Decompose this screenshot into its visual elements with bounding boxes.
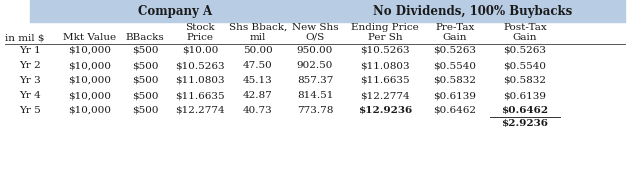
Text: $0.5540: $0.5540: [504, 61, 547, 70]
Text: $500: $500: [132, 106, 158, 115]
Text: $0.5263: $0.5263: [504, 46, 547, 55]
Text: 857.37: 857.37: [297, 76, 333, 85]
Text: Gain: Gain: [443, 33, 467, 42]
Text: Per Sh: Per Sh: [368, 33, 403, 42]
Text: O/S: O/S: [305, 33, 324, 42]
Text: mil: mil: [250, 33, 266, 42]
Text: Pre-Tax: Pre-Tax: [435, 23, 475, 32]
Text: BBacks: BBacks: [125, 33, 164, 42]
Text: Yr 3: Yr 3: [19, 76, 41, 85]
Text: $0.5540: $0.5540: [433, 61, 477, 70]
Text: $0.6462: $0.6462: [501, 106, 548, 115]
Text: $12.9236: $12.9236: [358, 106, 412, 115]
Text: 902.50: 902.50: [297, 61, 333, 70]
Text: $10.5263: $10.5263: [175, 61, 225, 70]
Text: $12.2774: $12.2774: [175, 106, 225, 115]
Text: $11.6635: $11.6635: [175, 91, 225, 100]
Text: Stock: Stock: [185, 23, 215, 32]
Text: Yr 5: Yr 5: [19, 106, 41, 115]
Text: Yr 1: Yr 1: [19, 46, 41, 55]
Text: 50.00: 50.00: [243, 46, 273, 55]
Text: Yr 2: Yr 2: [19, 61, 41, 70]
Text: $0.6139: $0.6139: [433, 91, 477, 100]
Text: $10.00: $10.00: [182, 46, 218, 55]
Text: Gain: Gain: [513, 33, 537, 42]
Text: $2.9236: $2.9236: [502, 119, 548, 128]
Text: $0.5832: $0.5832: [433, 76, 477, 85]
Text: 45.13: 45.13: [243, 76, 273, 85]
Text: Ending Price: Ending Price: [351, 23, 419, 32]
Text: $0.5263: $0.5263: [433, 46, 477, 55]
Text: 40.73: 40.73: [243, 106, 273, 115]
Text: $10,000: $10,000: [68, 61, 111, 70]
Text: Yr 4: Yr 4: [19, 91, 41, 100]
Text: 42.87: 42.87: [243, 91, 273, 100]
Bar: [30, 0, 625, 22]
Text: Shs Bback,: Shs Bback,: [229, 23, 287, 32]
Text: 814.51: 814.51: [297, 91, 333, 100]
Text: No Dividends, 100% Buybacks: No Dividends, 100% Buybacks: [373, 5, 572, 18]
Text: $10,000: $10,000: [68, 91, 111, 100]
Text: Price: Price: [186, 33, 214, 42]
Text: $0.6462: $0.6462: [433, 106, 477, 115]
Text: $500: $500: [132, 91, 158, 100]
Text: 47.50: 47.50: [243, 61, 273, 70]
Text: $0.6139: $0.6139: [504, 91, 547, 100]
Text: $10.5263: $10.5263: [360, 46, 410, 55]
Text: $11.6635: $11.6635: [360, 76, 410, 85]
Text: $10,000: $10,000: [68, 46, 111, 55]
Text: Post-Tax: Post-Tax: [503, 23, 547, 32]
Text: $10,000: $10,000: [68, 106, 111, 115]
Text: in mil $: in mil $: [5, 33, 45, 42]
Text: 773.78: 773.78: [297, 106, 333, 115]
Text: $11.0803: $11.0803: [360, 61, 410, 70]
Text: $10,000: $10,000: [68, 76, 111, 85]
Text: $12.2774: $12.2774: [360, 91, 410, 100]
Text: 950.00: 950.00: [297, 46, 333, 55]
Text: $0.5832: $0.5832: [504, 76, 547, 85]
Text: $500: $500: [132, 61, 158, 70]
Text: $500: $500: [132, 76, 158, 85]
Text: $11.0803: $11.0803: [175, 76, 225, 85]
Text: New Shs: New Shs: [292, 23, 339, 32]
Text: $500: $500: [132, 46, 158, 55]
Text: Company A: Company A: [138, 5, 212, 18]
Text: Mkt Value: Mkt Value: [63, 33, 116, 42]
